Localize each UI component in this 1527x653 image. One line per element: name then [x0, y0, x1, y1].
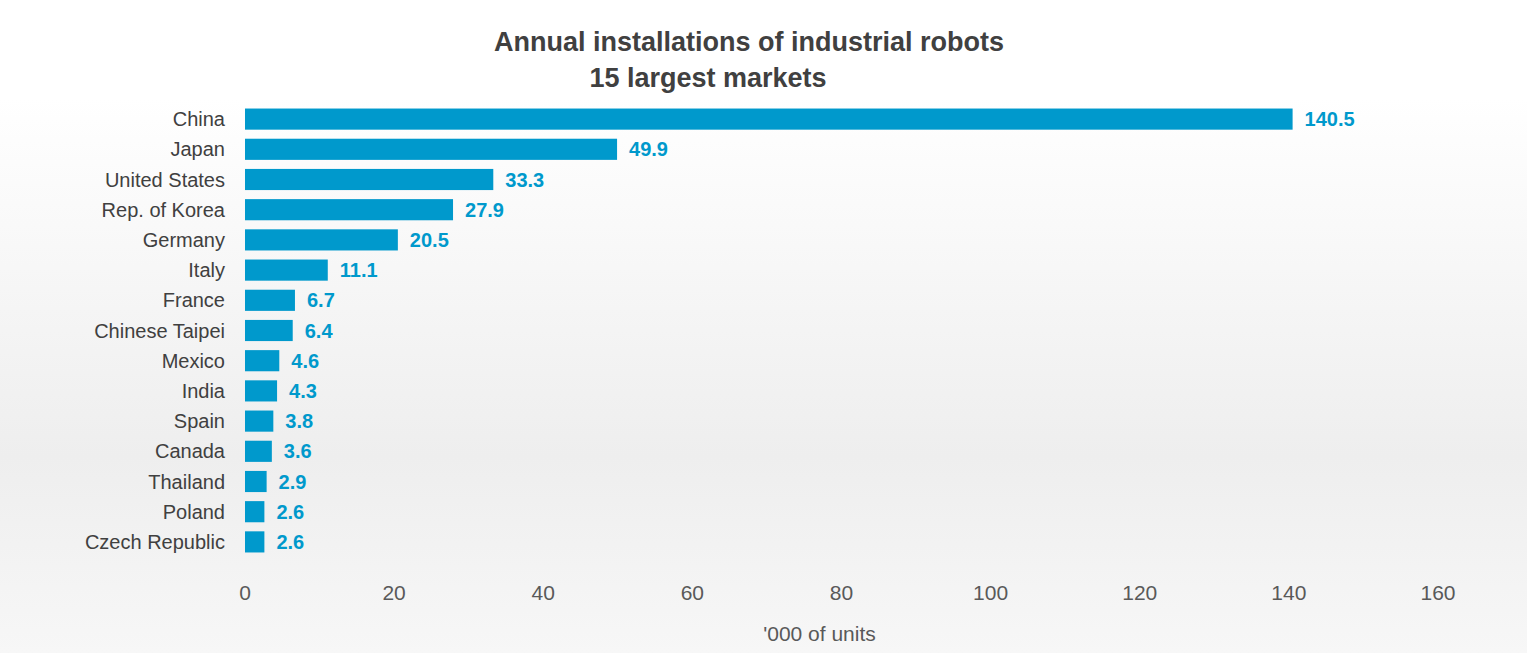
x-tick-label: 100: [973, 581, 1008, 604]
category-label: Poland: [163, 501, 225, 523]
bar: [245, 139, 617, 160]
category-label: China: [173, 108, 226, 130]
bar: [245, 380, 277, 401]
data-label: 3.8: [285, 410, 313, 432]
data-label: 6.4: [305, 320, 334, 342]
bar: [245, 169, 493, 190]
x-tick-label: 80: [830, 581, 853, 604]
category-label: India: [182, 380, 226, 402]
data-label: 4.3: [289, 380, 317, 402]
bar: [245, 501, 264, 522]
x-tick-label: 0: [239, 581, 251, 604]
category-label: Italy: [188, 259, 225, 281]
category-label: United States: [105, 169, 225, 191]
labels: China 140.5 Japan 49.9 United States 33.3 Rep.…: [85, 108, 1355, 553]
data-label: 140.5: [1305, 108, 1355, 130]
bar: [245, 109, 1293, 130]
category-label: Rep. of Korea: [102, 199, 226, 221]
category-label: Thailand: [148, 471, 225, 493]
category-label: Mexico: [162, 350, 225, 372]
x-tick-label: 20: [382, 581, 405, 604]
category-label: Japan: [171, 138, 226, 160]
bar: [245, 531, 264, 552]
x-tick-label: 120: [1122, 581, 1157, 604]
data-label: 11.1: [340, 259, 378, 281]
bar: [245, 350, 279, 371]
bar: [245, 229, 398, 250]
data-label: 33.3: [505, 169, 544, 191]
data-label: 3.6: [284, 440, 312, 462]
bars: [245, 109, 1293, 553]
bar: [245, 441, 272, 462]
data-label: 49.9: [629, 138, 668, 160]
category-label: France: [163, 289, 225, 311]
bar: [245, 199, 453, 220]
chart: Annual installations of industrial robot…: [0, 0, 1527, 653]
data-label: 2.9: [279, 471, 307, 493]
x-axis: 0 20 40 60 80 100 120 140 160: [239, 581, 1455, 604]
category-label: Spain: [174, 410, 225, 432]
data-label: 2.6: [276, 501, 304, 523]
x-tick-label: 40: [532, 581, 555, 604]
subtitle: 15 largest markets: [589, 63, 826, 93]
title: Annual installations of industrial robot…: [494, 27, 1004, 57]
x-tick-label: 140: [1271, 581, 1306, 604]
data-label: 4.6: [291, 350, 319, 372]
bar: [245, 290, 295, 311]
bar: [245, 260, 328, 281]
category-label: Canada: [155, 440, 226, 462]
data-label: 27.9: [465, 199, 504, 221]
x-tick-label: 60: [681, 581, 704, 604]
category-label: Chinese Taipei: [94, 320, 225, 342]
bar: [245, 411, 273, 432]
page: {"chart_data": {"type": "bar", "orientat…: [0, 0, 1527, 653]
category-label: Czech Republic: [85, 531, 225, 553]
x-axis-label: '000 of units: [763, 622, 876, 645]
data-label: 20.5: [410, 229, 449, 251]
data-label: 6.7: [307, 289, 335, 311]
bar: [245, 320, 293, 341]
category-label: Germany: [143, 229, 225, 251]
x-tick-label: 160: [1420, 581, 1455, 604]
bar: [245, 471, 267, 492]
data-label: 2.6: [276, 531, 304, 553]
